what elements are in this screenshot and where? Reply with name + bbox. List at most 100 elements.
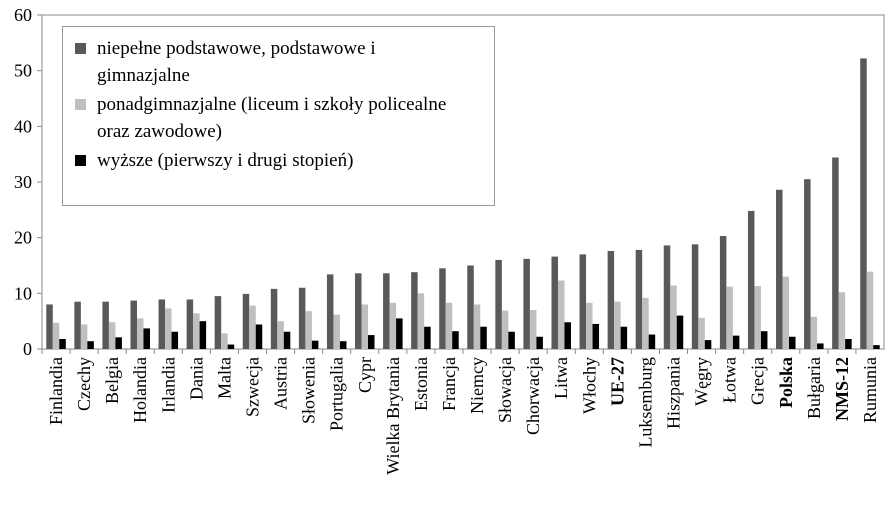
legend-label: wyższe (pierwszy i drugi stopień) — [97, 150, 354, 171]
x-tick-label: Włochy — [579, 357, 599, 414]
x-tick-label: Estonia — [411, 357, 431, 411]
bar — [732, 335, 740, 349]
x-tick-label: Litwa — [551, 357, 571, 399]
x-tick-label: Bułgaria — [804, 357, 824, 419]
bar — [186, 299, 194, 349]
x-tick-label: Węgry — [692, 357, 712, 406]
bar — [642, 297, 649, 349]
bar — [760, 331, 768, 349]
bar — [221, 333, 228, 349]
bar — [439, 268, 446, 349]
legend-item: ponadgimnazjalne (liceum i szkoły police… — [75, 91, 457, 145]
bar — [193, 313, 200, 349]
bar — [726, 286, 733, 349]
x-tick-label: Irlandia — [158, 357, 178, 413]
bar — [143, 328, 150, 349]
bar — [165, 308, 172, 349]
bar — [698, 317, 705, 349]
bar — [719, 235, 727, 349]
bar — [557, 280, 565, 349]
x-tick-label: Hiszpania — [664, 357, 684, 429]
x-tick-label: Grecja — [748, 357, 768, 405]
bar — [361, 304, 369, 349]
bar — [298, 287, 306, 349]
x-tick-label: Czechy — [74, 357, 94, 411]
bar — [59, 338, 66, 349]
bar — [810, 316, 818, 349]
x-tick-label: Austria — [271, 357, 291, 410]
bar — [529, 310, 537, 349]
bar — [411, 272, 418, 349]
legend-label: ponadgimnazjalne (liceum i szkoły police… — [97, 94, 447, 142]
bar — [270, 288, 278, 349]
bar — [592, 323, 600, 349]
bar — [283, 331, 291, 349]
legend-item: niepełne podstawowe, podstawowe i gimnaz… — [75, 35, 457, 89]
bar — [305, 311, 312, 349]
bar — [536, 336, 543, 349]
bar — [158, 299, 166, 349]
x-tick-label: Finlandia — [46, 357, 66, 425]
bar — [860, 58, 867, 350]
bar — [648, 334, 656, 349]
bar — [355, 273, 362, 349]
bar — [614, 301, 621, 349]
bar — [523, 258, 530, 349]
bar — [467, 265, 474, 349]
bar — [136, 318, 144, 349]
bar — [311, 340, 319, 349]
x-tick-label: Belgia — [102, 357, 122, 404]
bar — [115, 337, 122, 349]
y-tick-label: 20 — [14, 228, 32, 248]
bar — [199, 321, 207, 349]
bar — [227, 344, 235, 349]
bar — [171, 331, 179, 349]
x-tick-label: Niemcy — [467, 357, 487, 414]
y-tick-label: 40 — [14, 116, 32, 136]
bar — [832, 157, 839, 349]
x-tick-label: Łotwa — [720, 357, 740, 403]
bar — [108, 322, 116, 349]
legend-label: niepełne podstawowe, podstawowe i gimnaz… — [97, 38, 376, 86]
bar — [277, 321, 284, 349]
bar — [782, 276, 790, 349]
bar — [866, 271, 874, 349]
bar — [102, 301, 109, 349]
bar — [789, 336, 796, 349]
y-tick-label: 30 — [14, 172, 32, 192]
bar — [704, 340, 712, 349]
x-tick-label: NMS-12 — [832, 357, 852, 421]
bar — [52, 322, 60, 349]
bar — [495, 259, 502, 349]
x-tick-label: Wielka Brytania — [383, 357, 403, 475]
bar — [691, 244, 699, 349]
bar — [214, 296, 222, 349]
bar — [383, 273, 390, 349]
x-tick-label: UE-27 — [607, 357, 627, 406]
y-tick-label: 50 — [14, 61, 32, 81]
x-tick-label: Słowacja — [495, 357, 515, 423]
x-tick-label: Słowenia — [299, 357, 319, 424]
bar — [417, 293, 425, 349]
bar — [586, 302, 593, 349]
bar — [46, 304, 53, 349]
x-tick-label: Francja — [439, 357, 459, 411]
x-tick-label: Rumunia — [860, 357, 880, 423]
bar — [333, 314, 340, 349]
x-tick-label: Dania — [186, 357, 206, 400]
x-tick-label: Portugalia — [327, 357, 347, 431]
legend-swatch — [75, 43, 86, 54]
bar — [480, 326, 487, 349]
bar — [635, 249, 643, 349]
y-tick-label: 0 — [23, 339, 32, 359]
bar — [255, 324, 263, 349]
bar — [74, 301, 81, 349]
bar — [663, 245, 671, 349]
bar — [452, 331, 459, 349]
x-tick-label: Malta — [214, 357, 234, 399]
bar — [873, 345, 880, 349]
bar — [579, 254, 587, 349]
bar — [445, 302, 453, 349]
bar — [838, 292, 846, 349]
